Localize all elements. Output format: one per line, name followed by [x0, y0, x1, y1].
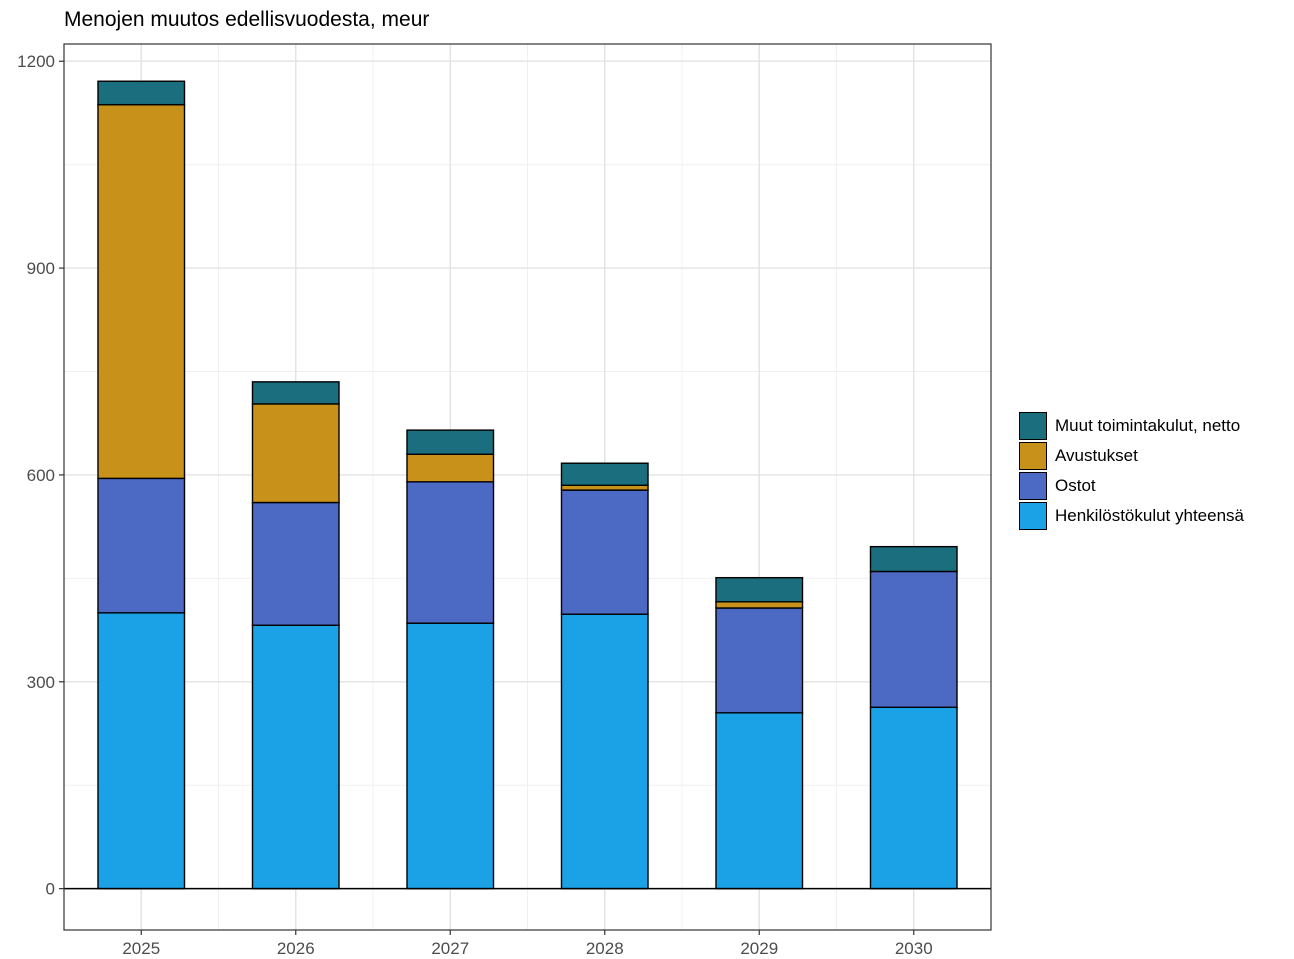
bar-segment [97, 103, 186, 480]
bar-segment [869, 706, 958, 890]
plot-panel-border [63, 43, 992, 931]
legend-item: Henkilöstökulut yhteensä [1019, 501, 1244, 531]
bar-segment [251, 624, 340, 890]
legend-label: Muut toimintakulut, netto [1055, 416, 1241, 435]
bar-segment [97, 612, 186, 890]
x-tick-label: 2026 [277, 939, 315, 958]
y-tick-label: 0 [46, 880, 55, 899]
legend-item: Avustukset [1019, 441, 1244, 471]
legend-swatch [1019, 502, 1047, 530]
legend-swatch [1019, 442, 1047, 470]
y-tick-label: 600 [27, 466, 55, 485]
x-tick-label: 2027 [431, 939, 469, 958]
x-tick-label: 2025 [122, 939, 160, 958]
bar-segment [869, 570, 958, 708]
bars [97, 80, 958, 890]
x-tick-label: 2030 [895, 939, 933, 958]
bar-segment [560, 462, 649, 486]
legend-label: Henkilöstökulut yhteensä [1055, 506, 1245, 525]
bar-segment [560, 489, 649, 615]
bar-segment [560, 484, 649, 491]
legend-swatch [1019, 412, 1047, 440]
x-tick-label: 2028 [586, 939, 624, 958]
bar-segment [97, 477, 186, 614]
bar-segment [251, 403, 340, 504]
bar-segment [406, 429, 495, 455]
legend-swatch [1019, 472, 1047, 500]
bar-segment [97, 80, 186, 106]
grid-lines [64, 44, 991, 930]
y-tick-label: 300 [27, 673, 55, 692]
bar-segment [715, 601, 804, 609]
legend-label: Avustukset [1055, 446, 1138, 465]
bar-segment [715, 576, 804, 603]
axes: 0 300 600 900 1200 2025 2026 2027 2028 2029 2030 [17, 52, 932, 958]
legend-item: Muut toimintakulut, netto [1019, 411, 1244, 441]
bar-segment [715, 712, 804, 890]
bar-segment [251, 501, 340, 626]
bar-segment [560, 613, 649, 890]
x-tick-label: 2029 [740, 939, 778, 958]
y-tick-label: 1200 [17, 52, 55, 71]
legend-label: Ostot [1055, 476, 1096, 495]
bar-segment [715, 607, 804, 714]
bar-segment [406, 481, 495, 624]
legend-item: Ostot [1019, 471, 1244, 501]
chart-title: Menojen muutos edellisvuodesta, meur [64, 8, 430, 31]
y-tick-label: 900 [27, 259, 55, 278]
bar-segment [406, 453, 495, 483]
bar-segment [251, 381, 340, 405]
bar-segment [406, 622, 495, 890]
legend: Muut toimintakulut, netto Avustukset Ostot… [1019, 411, 1244, 531]
bar-segment [869, 545, 958, 573]
